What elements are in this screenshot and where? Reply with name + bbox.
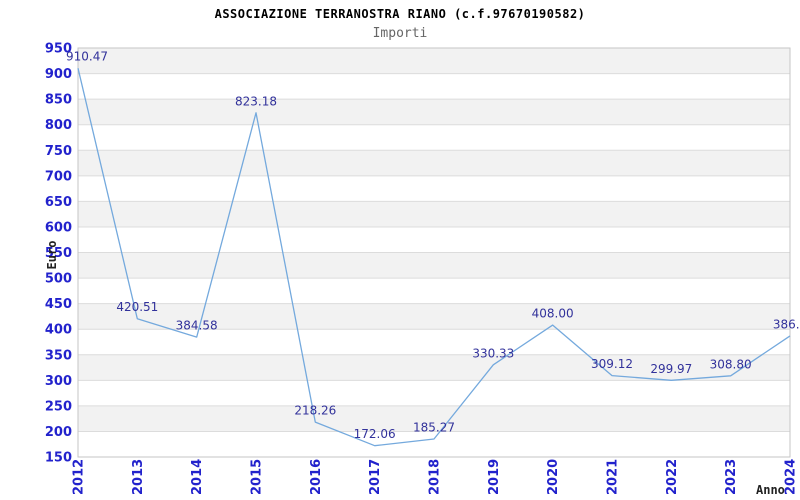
plot-band xyxy=(78,201,790,227)
x-tick-label: 2023 xyxy=(724,459,739,495)
y-tick-label: 300 xyxy=(45,374,72,389)
y-tick-label: 650 xyxy=(45,195,72,210)
point-label: 408.00 xyxy=(532,307,574,321)
point-label: 910.47 xyxy=(66,50,108,64)
point-label: 384.58 xyxy=(176,319,218,333)
x-tick-label: 2016 xyxy=(309,459,324,495)
plot-band xyxy=(78,405,790,432)
point-label: 823.18 xyxy=(235,94,277,108)
y-tick-label: 250 xyxy=(45,399,72,414)
point-label: 330.33 xyxy=(472,346,514,360)
chart-title: ASSOCIAZIONE TERRANOSTRA RIANO (c.f.9767… xyxy=(214,7,586,21)
point-label: 218.26 xyxy=(294,404,336,418)
y-tick-label: 200 xyxy=(45,425,72,440)
point-label: 185.27 xyxy=(413,420,455,434)
x-tick-label: 2021 xyxy=(606,459,621,495)
x-tick-label: 2013 xyxy=(131,459,146,495)
point-label: 172.06 xyxy=(354,427,396,441)
x-tick-label: 2015 xyxy=(250,459,265,495)
x-tick-label: 2020 xyxy=(546,459,561,495)
point-label: 420.51 xyxy=(116,300,158,314)
y-tick-label: 800 xyxy=(45,118,72,133)
y-tick-label: 900 xyxy=(45,67,72,82)
y-tick-label: 600 xyxy=(45,220,72,235)
x-tick-label: 2024 xyxy=(784,459,799,495)
y-tick-label: 950 xyxy=(45,42,72,57)
y-tick-label: 450 xyxy=(45,297,72,312)
y-tick-label: 500 xyxy=(45,272,72,287)
plot-border xyxy=(77,47,791,458)
point-label: 386.9 xyxy=(773,317,800,331)
x-tick-label: 2017 xyxy=(368,459,383,495)
y-tick-label: 400 xyxy=(45,323,72,338)
point-label: 308.80 xyxy=(710,357,752,371)
plot-band xyxy=(78,99,790,125)
y-tick-label: 550 xyxy=(45,246,72,261)
x-tick-label: 2014 xyxy=(190,459,205,495)
x-tick-label: 2022 xyxy=(665,459,680,495)
y-tick-label: 700 xyxy=(45,169,72,184)
data-line xyxy=(77,68,791,447)
y-tick-label: 150 xyxy=(45,451,72,466)
y-axis-title: Euro xyxy=(45,240,59,270)
chart-subtitle: Importi xyxy=(372,26,428,41)
point-label: 309.12 xyxy=(591,357,633,371)
plot-band xyxy=(78,48,790,74)
x-tick-label: 2019 xyxy=(487,459,502,495)
plot-band xyxy=(78,354,790,381)
point-label: 299.97 xyxy=(650,362,692,376)
plot-band xyxy=(78,150,790,176)
y-tick-label: 350 xyxy=(45,348,72,363)
plot-band xyxy=(78,252,790,279)
y-tick-label: 850 xyxy=(45,93,72,108)
x-tick-label: 2012 xyxy=(72,459,87,495)
x-tick-label: 2018 xyxy=(428,459,443,495)
y-tick-label: 750 xyxy=(45,144,72,159)
plot-band xyxy=(78,303,790,330)
x-axis-title: Anno xyxy=(756,483,785,497)
